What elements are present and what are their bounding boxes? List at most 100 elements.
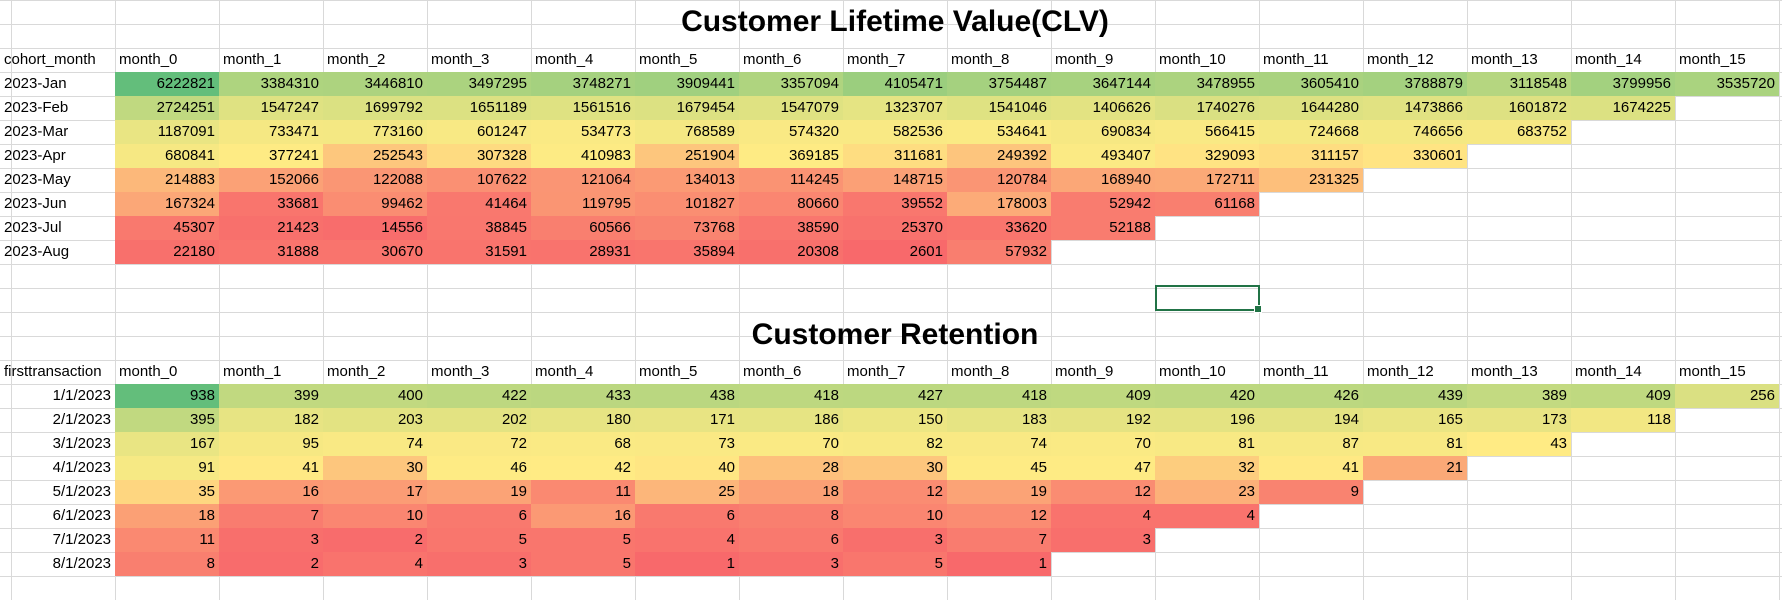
clv-value-cell: 52942 (1051, 192, 1155, 216)
clv-value-cell: 2601 (843, 240, 947, 264)
clv-column-header: month_1 (223, 51, 282, 68)
clv-value-cell: 307328 (427, 144, 531, 168)
retention-value-cell: 5 (843, 552, 947, 576)
clv-row-label: 2023-Feb (4, 99, 69, 116)
retention-value-cell: 4 (323, 552, 427, 576)
clv-column-header: month_3 (431, 51, 490, 68)
retention-value-cell: 202 (427, 408, 531, 432)
clv-value-cell: 167324 (115, 192, 219, 216)
retention-value-cell: 389 (1467, 384, 1571, 408)
retention-value-cell: 422 (427, 384, 531, 408)
clv-value-cell: 214883 (115, 168, 219, 192)
retention-column-header: month_8 (951, 363, 1010, 380)
retention-column-header: month_14 (1575, 363, 1642, 380)
clv-value-cell: 3788879 (1363, 72, 1467, 96)
retention-value-cell: 167 (115, 432, 219, 456)
retention-row-label: 1/1/2023 (52, 387, 111, 404)
retention-value-cell: 4 (1155, 504, 1259, 528)
retention-column-header: month_11 (1263, 363, 1329, 380)
clv-value-cell: 2724251 (115, 96, 219, 120)
retention-value-cell: 7 (219, 504, 323, 528)
retention-value-cell: 420 (1155, 384, 1259, 408)
retention-value-cell: 2 (219, 552, 323, 576)
retention-value-cell: 183 (947, 408, 1051, 432)
retention-column-header: month_6 (743, 363, 802, 380)
clv-column-header: month_7 (847, 51, 906, 68)
retention-value-cell: 1 (947, 552, 1051, 576)
retention-value-cell: 23 (1155, 480, 1259, 504)
retention-value-cell: 5 (427, 528, 531, 552)
retention-value-cell: 3 (739, 552, 843, 576)
retention-value-cell: 171 (635, 408, 739, 432)
clv-value-cell: 21423 (219, 216, 323, 240)
retention-value-cell: 409 (1571, 384, 1675, 408)
retention-value-cell: 28 (739, 456, 843, 480)
clv-value-cell: 38590 (739, 216, 843, 240)
clv-column-header: month_9 (1055, 51, 1114, 68)
retention-value-cell: 938 (115, 384, 219, 408)
clv-value-cell: 1323707 (843, 96, 947, 120)
retention-row-label: 4/1/2023 (52, 459, 111, 476)
clv-value-cell: 33620 (947, 216, 1051, 240)
retention-value-cell: 19 (947, 480, 1051, 504)
clv-value-cell: 30670 (323, 240, 427, 264)
clv-value-cell: 3909441 (635, 72, 739, 96)
clv-value-cell: 773160 (323, 120, 427, 144)
retention-value-cell: 7 (947, 528, 1051, 552)
clv-value-cell: 80660 (739, 192, 843, 216)
clv-row-label: 2023-May (4, 171, 71, 188)
retention-value-cell: 16 (531, 504, 635, 528)
retention-value-cell: 47 (1051, 456, 1155, 480)
clv-value-cell: 330601 (1363, 144, 1467, 168)
retention-value-cell: 30 (323, 456, 427, 480)
clv-value-cell: 3799956 (1571, 72, 1675, 96)
retention-row-label: 2/1/2023 (52, 411, 111, 428)
clv-value-cell: 3605410 (1259, 72, 1363, 96)
retention-value-cell: 91 (115, 456, 219, 480)
clv-column-header: month_8 (951, 51, 1010, 68)
clv-value-cell: 33681 (219, 192, 323, 216)
clv-row-label: 2023-Jul (4, 219, 62, 236)
retention-value-cell: 30 (843, 456, 947, 480)
clv-value-cell: 733471 (219, 120, 323, 144)
clv-value-cell: 25370 (843, 216, 947, 240)
retention-value-cell: 9 (1259, 480, 1363, 504)
retention-title: Customer Retention (751, 318, 1039, 351)
clv-value-cell: 172711 (1155, 168, 1259, 192)
clv-value-cell: 3357094 (739, 72, 843, 96)
retention-value-cell: 12 (947, 504, 1051, 528)
clv-column-header: month_2 (327, 51, 386, 68)
retention-column-header: month_1 (223, 363, 282, 380)
clv-value-cell: 1406626 (1051, 96, 1155, 120)
retention-value-cell: 6 (635, 504, 739, 528)
retention-value-cell: 439 (1363, 384, 1467, 408)
retention-column-header: month_10 (1159, 363, 1226, 380)
retention-value-cell: 8 (739, 504, 843, 528)
retention-value-cell: 150 (843, 408, 947, 432)
clv-row-label: 2023-Jun (4, 195, 67, 212)
retention-column-header: month_4 (535, 363, 594, 380)
clv-value-cell: 1644280 (1259, 96, 1363, 120)
retention-value-cell: 118 (1571, 408, 1675, 432)
retention-value-cell: 180 (531, 408, 635, 432)
clv-value-cell: 1473866 (1363, 96, 1467, 120)
retention-value-cell: 418 (739, 384, 843, 408)
retention-value-cell: 186 (739, 408, 843, 432)
retention-column-header: month_5 (639, 363, 698, 380)
clv-value-cell: 534641 (947, 120, 1051, 144)
retention-value-cell: 41 (1259, 456, 1363, 480)
retention-value-cell: 81 (1363, 432, 1467, 456)
clv-value-cell: 746656 (1363, 120, 1467, 144)
clv-column-header: month_15 (1679, 51, 1746, 68)
clv-value-cell: 3535720 (1675, 72, 1779, 96)
selected-cell[interactable] (1155, 285, 1262, 313)
clv-value-cell: 1187091 (115, 120, 219, 144)
retention-value-cell: 82 (843, 432, 947, 456)
retention-value-cell: 18 (739, 480, 843, 504)
retention-value-cell: 21 (1363, 456, 1467, 480)
clv-value-cell: 45307 (115, 216, 219, 240)
retention-value-cell: 399 (219, 384, 323, 408)
clv-value-cell: 1547247 (219, 96, 323, 120)
retention-value-cell: 3 (1051, 528, 1155, 552)
